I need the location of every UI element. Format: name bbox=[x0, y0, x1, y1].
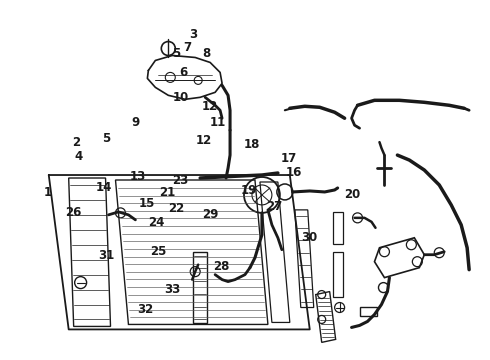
Text: 6: 6 bbox=[179, 66, 188, 79]
Text: 25: 25 bbox=[150, 245, 166, 258]
Text: 12: 12 bbox=[196, 134, 212, 147]
Text: 27: 27 bbox=[266, 201, 282, 213]
Text: 12: 12 bbox=[202, 100, 218, 113]
Text: 28: 28 bbox=[213, 260, 230, 273]
Bar bbox=[333, 252, 343, 297]
Text: 16: 16 bbox=[286, 166, 302, 179]
Text: 31: 31 bbox=[98, 249, 115, 262]
Text: 29: 29 bbox=[202, 208, 218, 221]
Text: 30: 30 bbox=[301, 231, 318, 244]
Text: 19: 19 bbox=[241, 184, 257, 197]
Bar bbox=[333, 212, 343, 244]
Text: 22: 22 bbox=[169, 202, 185, 215]
Text: 24: 24 bbox=[148, 216, 164, 229]
Text: 32: 32 bbox=[137, 303, 153, 316]
Text: 20: 20 bbox=[344, 188, 361, 201]
Text: 2: 2 bbox=[73, 136, 81, 149]
Bar bbox=[193, 252, 207, 323]
Text: 4: 4 bbox=[74, 150, 82, 163]
Text: 3: 3 bbox=[190, 28, 198, 41]
Text: 7: 7 bbox=[183, 41, 192, 54]
Text: 9: 9 bbox=[131, 116, 139, 129]
Text: 10: 10 bbox=[172, 91, 189, 104]
Text: 21: 21 bbox=[159, 186, 175, 199]
Text: 1: 1 bbox=[43, 186, 51, 199]
Text: 13: 13 bbox=[129, 170, 146, 183]
Text: 11: 11 bbox=[210, 116, 226, 129]
Text: 33: 33 bbox=[165, 283, 181, 296]
Text: 5: 5 bbox=[172, 47, 181, 60]
Text: 14: 14 bbox=[95, 181, 112, 194]
Circle shape bbox=[161, 41, 175, 55]
Text: 18: 18 bbox=[244, 138, 261, 150]
Text: 17: 17 bbox=[281, 152, 297, 165]
Text: 23: 23 bbox=[172, 174, 189, 186]
Text: 5: 5 bbox=[102, 132, 110, 145]
Text: 15: 15 bbox=[138, 197, 154, 210]
Text: 8: 8 bbox=[202, 47, 210, 60]
Text: 26: 26 bbox=[65, 206, 81, 219]
Bar bbox=[360, 306, 377, 316]
